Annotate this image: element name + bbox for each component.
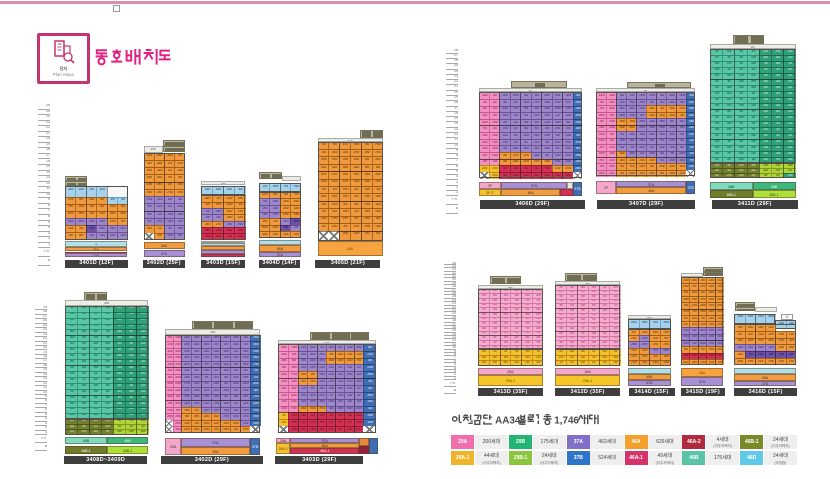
svg-text:1,746: 1,746 xyxy=(554,415,579,425)
svg-text:AA34: AA34 xyxy=(495,415,521,425)
